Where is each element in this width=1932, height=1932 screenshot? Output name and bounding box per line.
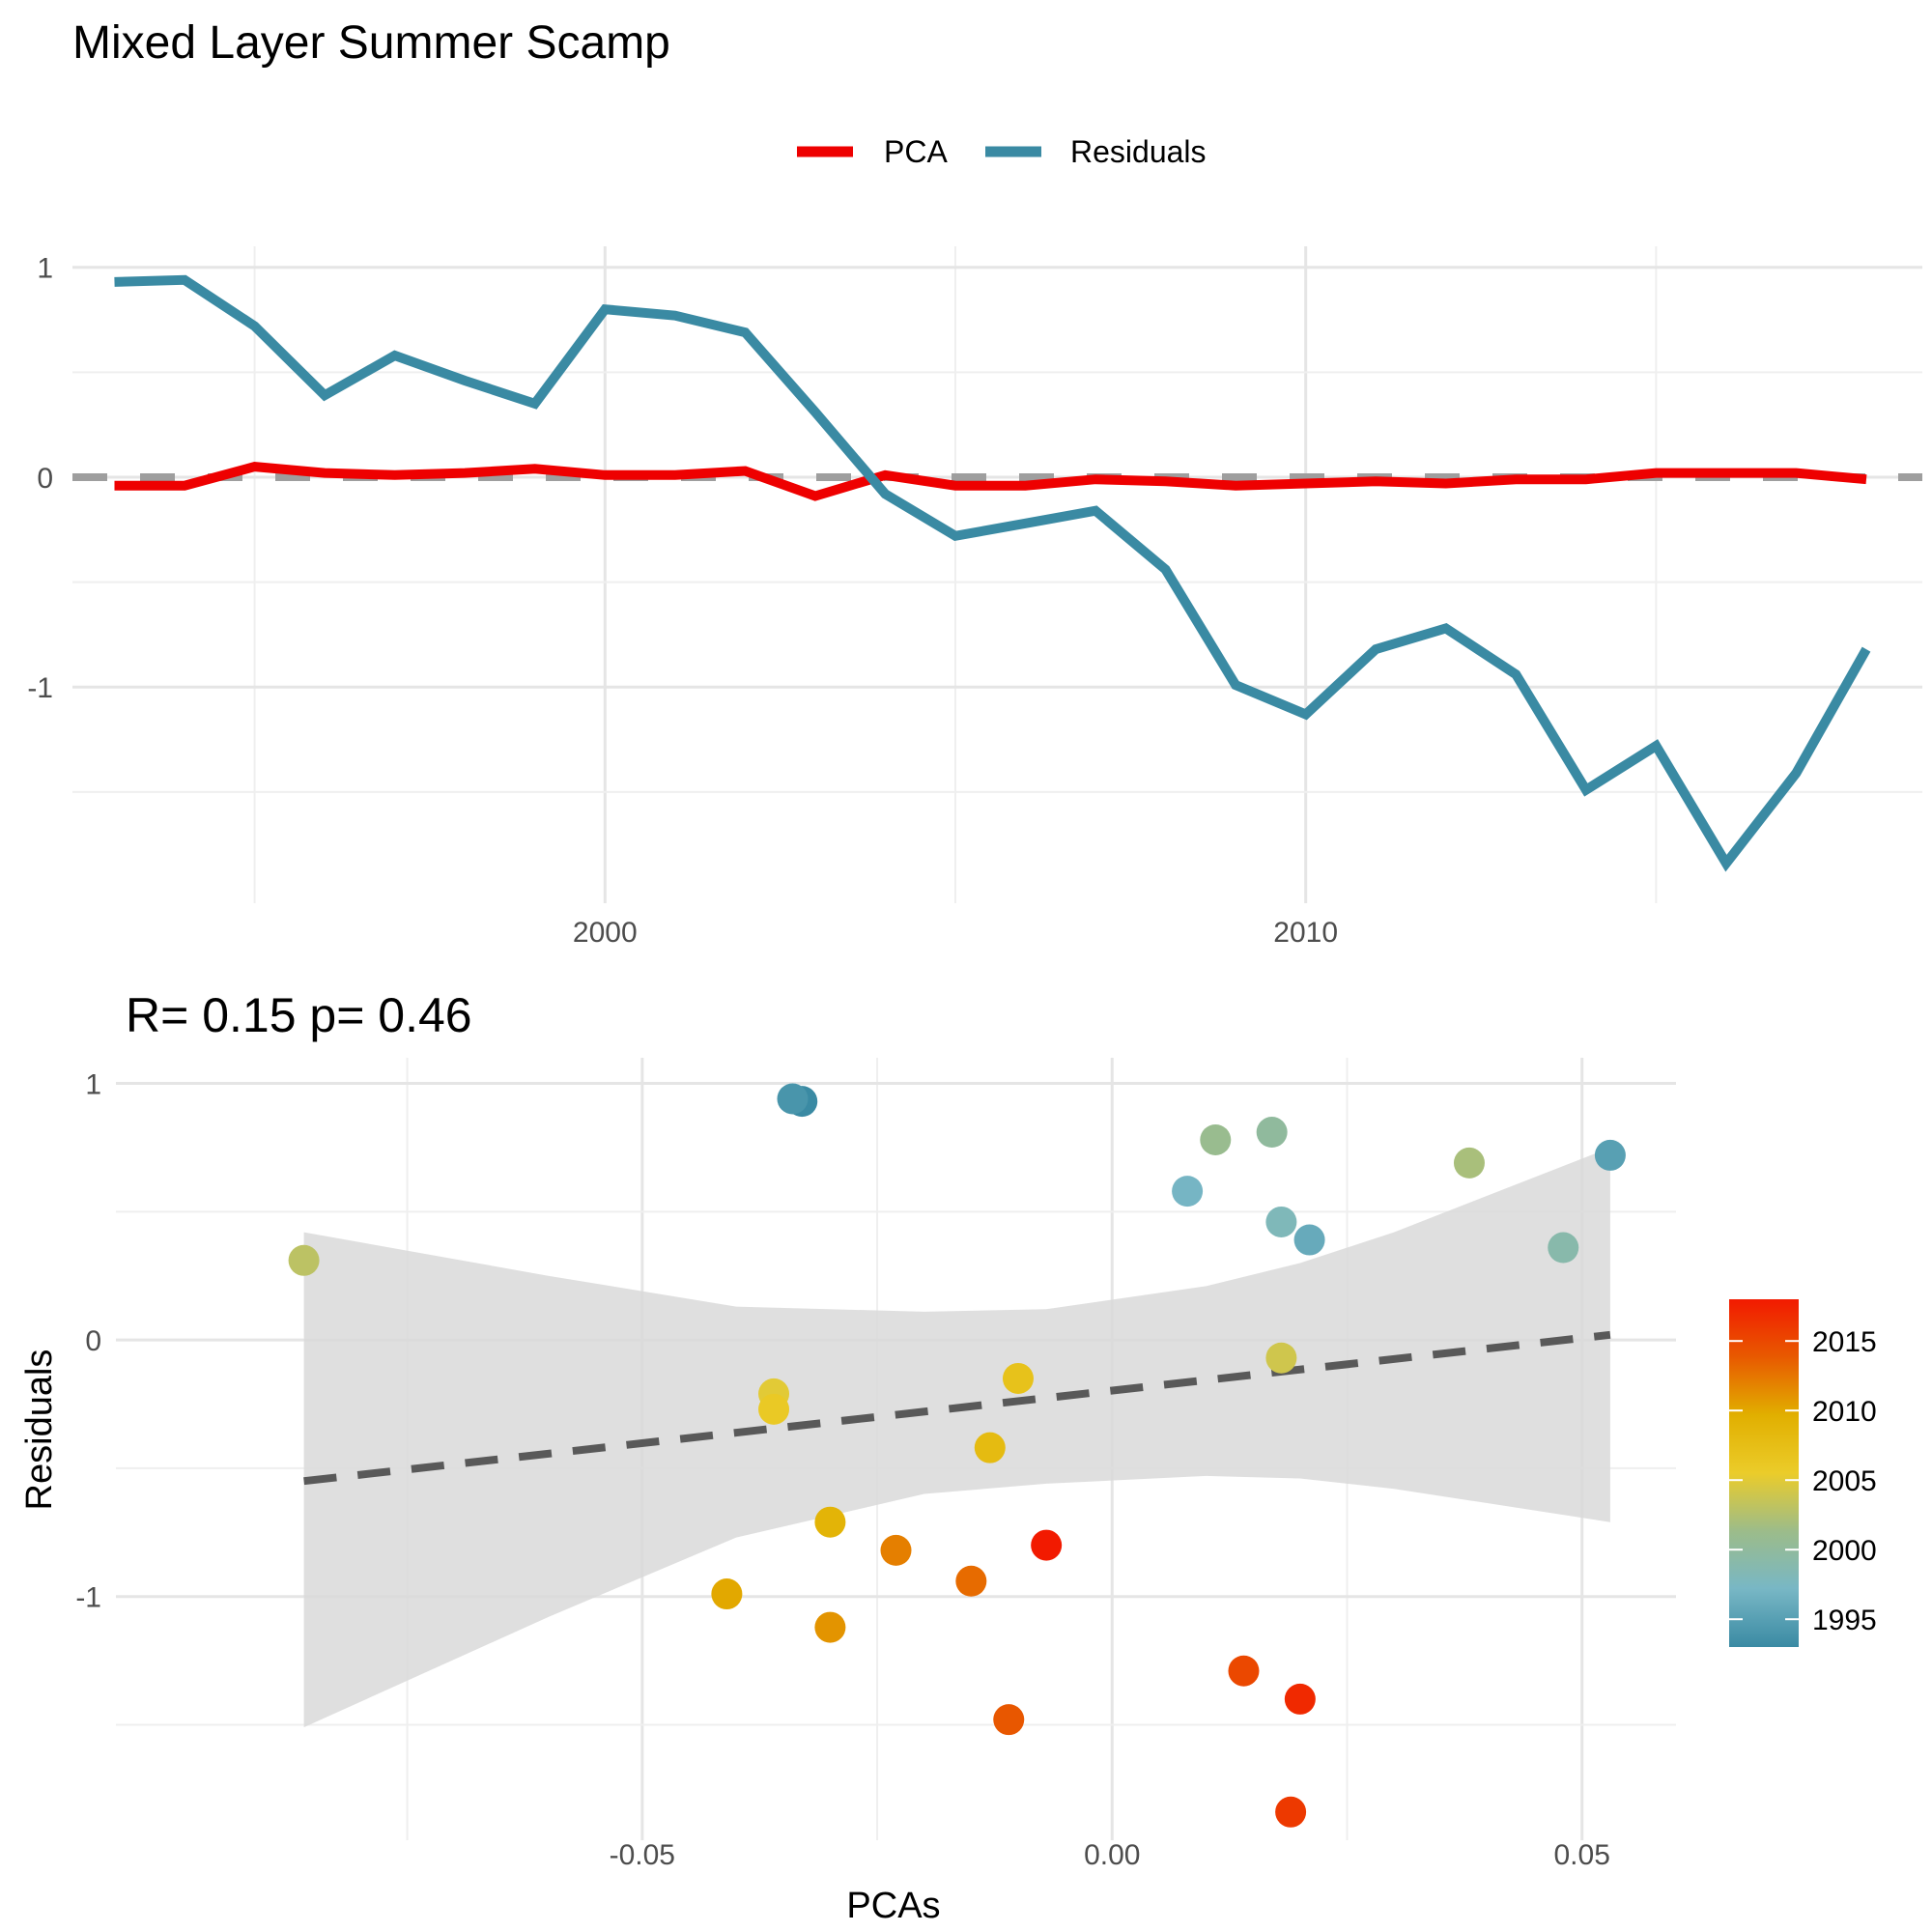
x-tick-label: 2010 [1273, 917, 1338, 949]
data-point [1284, 1683, 1316, 1715]
y-tick-label: 1 [37, 253, 53, 285]
data-point [777, 1083, 809, 1115]
regression-line [303, 1330, 1611, 1486]
x-tick-label: 0.05 [1554, 1839, 1610, 1871]
colorbar-tick-label: 2015 [1812, 1326, 1877, 1358]
top-x-tick-labels: 2000 2010 [573, 917, 1338, 949]
y-tick-label: 1 [85, 1069, 101, 1101]
data-point [288, 1244, 320, 1276]
confidence-ribbon [303, 1148, 1610, 1728]
data-point [1293, 1224, 1325, 1256]
data-point [711, 1578, 743, 1610]
x-tick-label: 0.00 [1084, 1839, 1140, 1871]
data-point [814, 1506, 846, 1538]
bottom-x-tick-labels: -0.05 0.00 0.05 [610, 1839, 1610, 1871]
data-point [1256, 1117, 1288, 1149]
data-point [1031, 1529, 1063, 1561]
colorbar-tick-label: 2010 [1812, 1396, 1877, 1428]
data-point [758, 1393, 790, 1425]
chart-title: Mixed Layer Summer Scamp [72, 17, 670, 69]
regression-fit-line [303, 1330, 1611, 1486]
legend-label-residuals: Residuals [1070, 134, 1207, 169]
data-point [1200, 1123, 1232, 1155]
series-line-pca [114, 462, 1867, 501]
colorbar-tick-label: 2000 [1812, 1535, 1877, 1567]
data-point [974, 1432, 1006, 1463]
y-tick-label: -1 [27, 672, 53, 704]
series-line-residuals [114, 274, 1871, 872]
y-tick-label: -1 [75, 1582, 101, 1614]
data-point [1594, 1139, 1626, 1171]
data-point [814, 1611, 846, 1643]
data-point [1453, 1147, 1485, 1179]
time-series-panel: 1 0 -1 2000 2010 [27, 246, 1922, 949]
colorbar-tick-label: 1995 [1812, 1605, 1877, 1636]
top-y-tick-labels: 1 0 -1 [27, 253, 53, 705]
scatter-panel: 1 0 -1 -0.05 0.00 0.05 PCAs Residuals [19, 1058, 1676, 1926]
x-tick-label: 2000 [573, 917, 638, 949]
y-axis-title: Residuals [19, 1350, 60, 1511]
data-point [1548, 1232, 1579, 1264]
data-point [955, 1565, 987, 1597]
y-tick-label: 0 [37, 463, 53, 495]
data-point [1002, 1362, 1034, 1394]
top-gridlines [72, 246, 1922, 903]
x-axis-title: PCAs [846, 1886, 940, 1926]
colorbar-gradient [1729, 1299, 1799, 1647]
series-lines [114, 274, 1871, 872]
data-point [880, 1534, 912, 1566]
year-colorbar: 2015 2010 2005 2000 1995 [1729, 1299, 1877, 1647]
data-point [1228, 1655, 1260, 1687]
legend-label-pca: PCA [884, 134, 948, 169]
data-point [1172, 1176, 1204, 1208]
scatter-points [288, 1083, 1626, 1828]
confidence-band [303, 1148, 1610, 1728]
data-point [1265, 1206, 1297, 1237]
x-tick-label: -0.05 [610, 1839, 675, 1871]
legend: PCA Residuals [797, 134, 1207, 169]
colorbar-tick-label: 2005 [1812, 1465, 1877, 1497]
bottom-y-tick-labels: 1 0 -1 [75, 1069, 101, 1614]
data-point [1275, 1796, 1307, 1828]
y-tick-label: 0 [85, 1325, 101, 1357]
data-point [993, 1704, 1025, 1736]
correlation-stat-label: R= 0.15 p= 0.46 [126, 988, 472, 1042]
data-point [1265, 1342, 1297, 1374]
